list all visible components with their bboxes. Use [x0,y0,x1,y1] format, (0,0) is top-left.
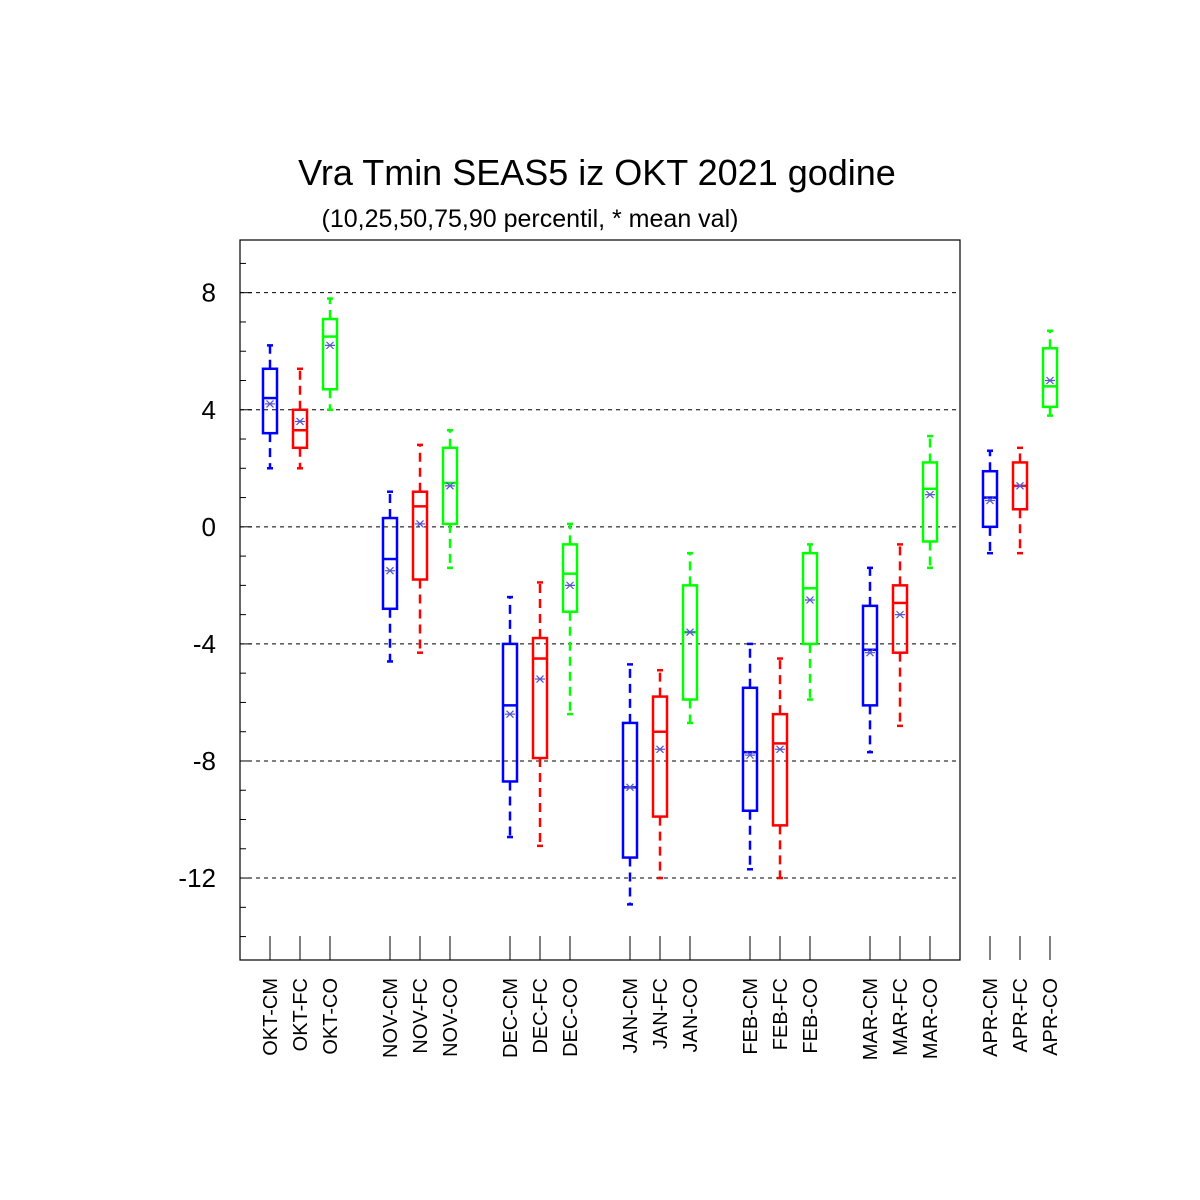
mean-marker [505,710,515,719]
mean-marker [685,628,695,637]
mean-marker [535,675,545,683]
iqr-box [1041,347,1059,409]
x-tick-label: DEC-CM [500,978,522,1058]
box-dec-cm [501,595,519,839]
box-jan-co [681,551,699,725]
box-feb-co [801,543,819,701]
mean-marker [1015,481,1025,490]
x-tick-label: JAN-CM [620,978,642,1054]
chart-title: Vra Tmin SEAS5 iz OKT 2021 godine [298,152,896,193]
mean-marker [295,417,305,426]
x-tick-label: OKT-CM [260,978,282,1056]
mean-marker [805,596,815,604]
x-tick-label: FEB-FC [770,978,792,1050]
x-tick-label: MAR-CO [920,978,942,1059]
box-mar-fc [891,543,909,728]
mean-marker [265,399,275,408]
box-dec-fc [531,581,549,848]
iqr-box [501,642,519,783]
iqr-box [321,317,339,391]
mean-marker [1045,376,1055,385]
x-tick-label: NOV-FC [410,978,432,1054]
iqr-box [921,461,939,543]
iqr-box [861,604,879,707]
y-tick-label: 4 [202,395,216,425]
x-tick-label: FEB-CM [740,978,762,1055]
iqr-box [981,469,999,529]
box-nov-fc [411,443,429,654]
y-tick-label: 8 [202,278,216,308]
mean-marker [655,745,665,754]
box-mar-cm [861,566,879,754]
box-jan-fc [651,668,669,880]
box-mar-co [921,434,939,570]
box-okt-fc [291,367,309,470]
x-tick-label: NOV-CO [440,978,462,1057]
iqr-box [891,584,909,654]
mean-marker [625,783,635,792]
mean-marker [985,496,995,505]
mean-marker [925,490,935,499]
y-tick-label: -8 [193,746,216,776]
x-tick-label: MAR-CM [860,978,882,1060]
x-tick-label: NOV-CM [380,978,402,1058]
y-axis: 8 4 0 -4 -8 -12 [178,262,252,938]
x-tick-label: DEC-FC [530,978,552,1054]
y-tick-label: 0 [202,512,216,542]
box-okt-cm [261,344,279,470]
mean-marker [745,751,755,760]
box-okt-co [321,297,339,412]
iqr-box [561,543,579,613]
mean-marker [775,745,785,754]
box-apr-co [1041,329,1059,417]
x-tick-label: JAN-FC [650,978,672,1049]
y-tick-label: -12 [178,863,216,893]
x-tick-label: JAN-CO [680,978,702,1052]
x-tick-label: APR-CM [980,978,1002,1057]
x-axis: OKT-CM OKT-FC OKT-CO NOV-CM NOV-FC NOV-CO DEC-… [260,936,1062,1060]
iqr-box [531,636,549,760]
mean-marker [445,481,455,490]
grid-lines [240,292,960,879]
iqr-box [621,721,639,859]
mean-marker [385,566,395,575]
iqr-box [801,551,819,646]
iqr-box [381,516,399,611]
iqr-box [681,584,699,701]
box-apr-cm [981,449,999,555]
box-nov-co [441,428,459,570]
mean-marker [865,648,875,657]
iqr-box [741,686,759,812]
iqr-box [651,695,669,818]
mean-marker [565,581,575,590]
mean-marker [415,519,425,528]
iqr-box [261,367,279,435]
box-series [261,297,1059,906]
box-dec-co [561,522,579,716]
x-tick-label: FEB-CO [800,978,822,1054]
chart-subtitle: (10,25,50,75,90 percentil, * mean val) [322,205,739,233]
x-tick-label: OKT-CO [320,978,342,1055]
box-feb-cm [741,642,759,871]
iqr-box [291,408,309,450]
x-tick-label: MAR-FC [890,978,912,1056]
x-tick-label: DEC-CO [560,978,582,1057]
box-feb-fc [771,657,789,880]
box-nov-cm [381,490,399,663]
plot-frame [239,239,961,961]
x-tick-label: APR-CO [1040,978,1062,1056]
iqr-box [771,712,789,827]
mean-marker [325,341,335,350]
y-tick-label: -4 [193,629,216,659]
iqr-box [411,490,429,581]
x-tick-label: OKT-FC [290,978,312,1051]
mean-marker [895,610,905,619]
box-apr-fc [1011,446,1029,555]
iqr-box [441,446,459,526]
box-jan-cm [621,663,639,906]
x-tick-label: APR-FC [1010,978,1032,1052]
